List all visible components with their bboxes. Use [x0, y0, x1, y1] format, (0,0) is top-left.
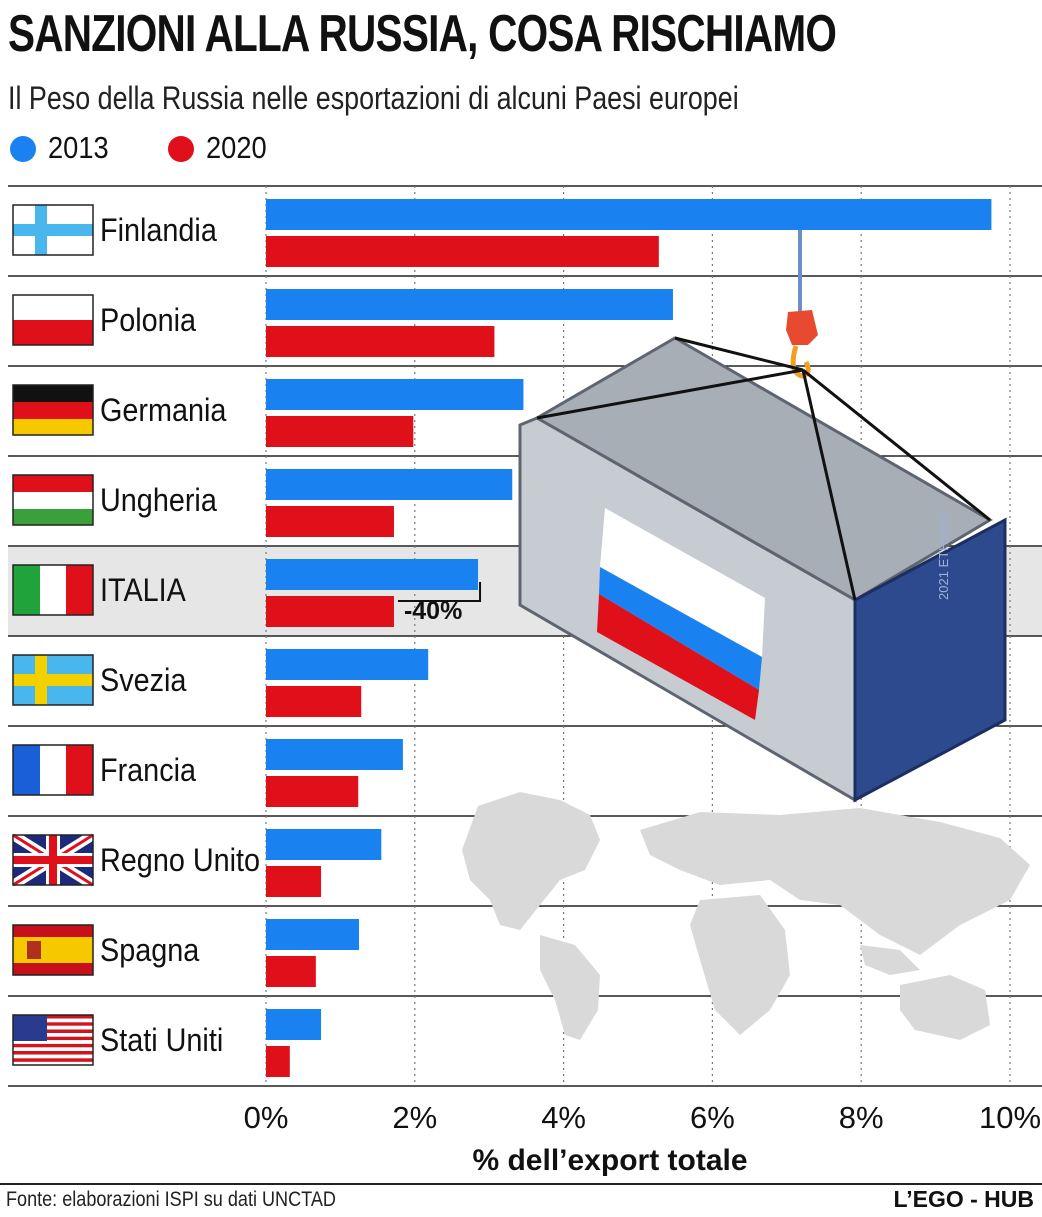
x-tick-label: 8% [839, 1100, 884, 1135]
bar-2020 [266, 866, 322, 897]
world-map-illustration [462, 792, 1030, 1040]
bar-2013 [266, 829, 382, 860]
category-label: ITALIA [100, 573, 187, 609]
bar-2013 [266, 919, 359, 950]
chart-title: SANZIONI ALLA RUSSIA, COSA RISCHIAMO [8, 5, 837, 63]
change-bracket [397, 582, 482, 602]
bars-layer: -40% [266, 199, 992, 1077]
france-flag-icon [12, 744, 94, 796]
bar-2013 [266, 289, 673, 320]
legend-swatch-2013 [10, 136, 36, 162]
germany-flag-icon [12, 384, 94, 436]
footer-divider [0, 1183, 1042, 1185]
finland-flag-icon [12, 204, 94, 256]
category-label: Francia [100, 753, 196, 789]
bar-2020 [266, 326, 495, 357]
category-label: Germania [100, 393, 226, 429]
hungary-flag-icon [12, 474, 94, 526]
poland-flag-icon [12, 294, 94, 346]
x-tick-label: 4% [541, 1100, 586, 1135]
x-axis: 0% 2% 4% 6% 8% 10% % dell’export totale [244, 1100, 1041, 1177]
category-label: Finlandia [100, 213, 217, 249]
bar-2020 [266, 776, 359, 807]
bar-2013 [266, 559, 479, 590]
x-tick-label: 10% [979, 1100, 1041, 1135]
category-label: Stati Uniti [100, 1023, 223, 1059]
chart-subtitle: Il Peso della Russia nelle esportazioni … [8, 80, 739, 116]
italy-flag-icon [12, 564, 94, 616]
bar-2020 [266, 596, 394, 627]
bar-2013 [266, 649, 429, 680]
bar-2020 [266, 956, 316, 987]
x-axis-label: % dell’export totale [472, 1144, 747, 1177]
container-serial: 2021 ETH1889 [936, 513, 951, 600]
brand-logo: L’EGO - HUB [893, 1186, 1034, 1212]
legend-label-2020: 2020 [206, 130, 267, 165]
usa-flag-icon [12, 1014, 94, 1066]
source-note: Fonte: elaborazioni ISPI su dati UNCTAD [6, 1188, 336, 1211]
russia-flag-icon [597, 508, 765, 720]
crane-hook-icon [786, 310, 818, 345]
bar-2013 [266, 739, 403, 770]
category-label: Spagna [100, 933, 199, 969]
category-label: Ungheria [100, 483, 217, 519]
x-tick-label: 0% [244, 1100, 289, 1135]
sweden-flag-icon [12, 654, 94, 706]
bar-2020 [266, 416, 414, 447]
shipping-container-illustration: 2021 ETH1889 [518, 226, 1007, 803]
bar-2013 [266, 469, 513, 500]
bar-2020 [266, 236, 659, 267]
x-tick-label: 2% [392, 1100, 437, 1135]
uk-flag-icon [10, 830, 96, 890]
category-label: Polonia [100, 303, 196, 339]
legend-swatch-2020 [168, 136, 194, 162]
bar-2013 [266, 199, 992, 230]
legend-label-2013: 2013 [48, 130, 109, 165]
bar-2020 [266, 1046, 290, 1077]
bar-2020 [266, 506, 394, 537]
bar-2013 [266, 1009, 322, 1040]
category-label: Svezia [100, 663, 186, 699]
category-label: Regno Unito [100, 843, 260, 879]
bar-2020 [266, 686, 362, 717]
bar-2013 [266, 379, 524, 410]
spain-flag-icon [12, 924, 94, 976]
change-annotation: -40% [404, 597, 462, 625]
x-tick-label: 6% [690, 1100, 735, 1135]
